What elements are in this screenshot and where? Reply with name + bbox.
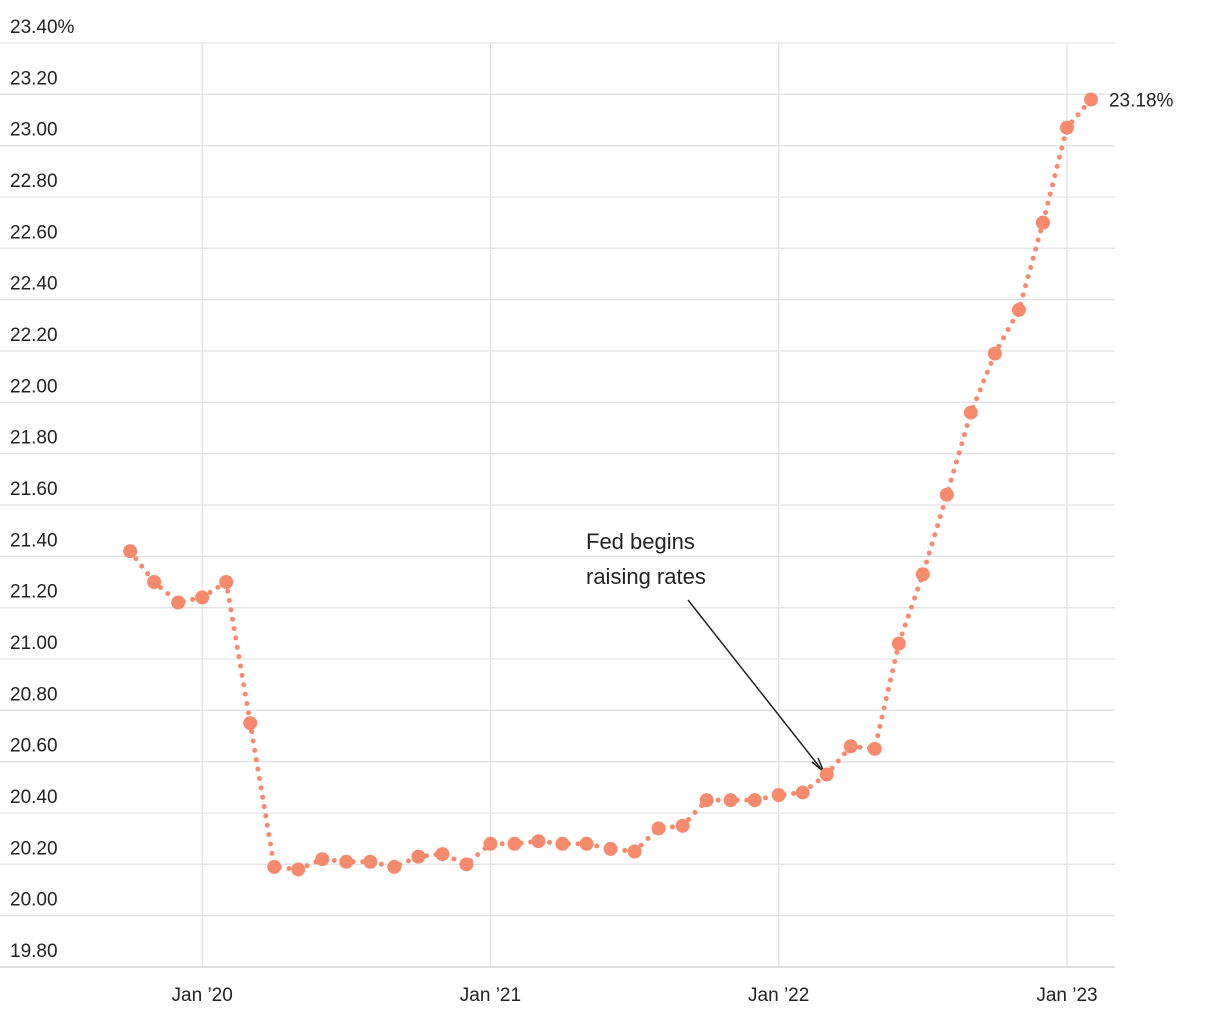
data-point bbox=[699, 793, 714, 808]
data-point bbox=[675, 818, 690, 833]
data-point bbox=[771, 788, 786, 803]
data-point bbox=[147, 575, 162, 589]
y-tick-label: 22.20 bbox=[10, 325, 58, 346]
data-point bbox=[171, 595, 186, 610]
data-point bbox=[1083, 92, 1098, 107]
y-tick-label: 23.00 bbox=[10, 120, 58, 141]
data-point bbox=[363, 854, 378, 869]
data-point bbox=[627, 844, 642, 859]
y-tick-label: 20.60 bbox=[10, 736, 58, 757]
y-tick-label: 23.20 bbox=[10, 68, 58, 89]
data-point bbox=[483, 836, 498, 851]
annotation: Fed begins bbox=[586, 529, 695, 554]
data-point bbox=[1035, 215, 1050, 230]
data-point bbox=[531, 834, 546, 849]
data-point bbox=[555, 836, 570, 851]
data-point bbox=[843, 739, 858, 754]
data-point bbox=[435, 847, 450, 862]
data-point bbox=[387, 859, 402, 874]
y-tick-label: 21.80 bbox=[10, 428, 58, 449]
y-tick-label: 21.60 bbox=[10, 479, 58, 500]
data-point bbox=[291, 862, 306, 877]
data-point bbox=[339, 854, 354, 869]
data-point bbox=[987, 346, 1002, 361]
data-point bbox=[915, 567, 930, 582]
y-tick-label: 22.80 bbox=[10, 171, 58, 192]
y-tick-label: 21.20 bbox=[10, 582, 58, 603]
annotation-arrow bbox=[687, 599, 823, 771]
data-point bbox=[123, 544, 138, 559]
data-point bbox=[963, 405, 978, 420]
data-point bbox=[267, 859, 282, 874]
y-tick-label: 20.40 bbox=[10, 787, 58, 808]
data-point bbox=[1059, 120, 1074, 135]
y-tick-label: 21.00 bbox=[10, 633, 58, 654]
x-tick-label: Jan ’20 bbox=[172, 985, 233, 1006]
y-tick-label: 20.00 bbox=[10, 890, 58, 911]
data-point bbox=[411, 849, 426, 864]
y-tick-label: 22.00 bbox=[10, 376, 58, 397]
annotation: raising rates bbox=[586, 564, 706, 589]
y-tick-label: 21.40 bbox=[10, 530, 58, 551]
data-point bbox=[243, 716, 258, 731]
x-tick-label: Jan ’21 bbox=[460, 985, 521, 1006]
data-point bbox=[939, 487, 954, 502]
data-point bbox=[1011, 302, 1026, 317]
data-point bbox=[723, 793, 738, 808]
x-tick-label: Jan ’23 bbox=[1036, 985, 1097, 1006]
x-tick-label: Jan ’22 bbox=[748, 985, 809, 1006]
data-line bbox=[127, 96, 1094, 873]
data-point bbox=[459, 857, 474, 872]
data-point bbox=[819, 767, 834, 782]
data-point bbox=[603, 841, 618, 856]
data-point bbox=[795, 785, 810, 800]
data-point bbox=[651, 821, 666, 836]
data-point bbox=[891, 636, 906, 651]
data-point bbox=[579, 836, 594, 851]
data-point bbox=[867, 741, 882, 756]
y-tick-label: 22.40 bbox=[10, 274, 58, 295]
data-point bbox=[219, 575, 234, 589]
data-point bbox=[507, 836, 522, 851]
data-point bbox=[195, 590, 210, 605]
y-tick-label: 19.80 bbox=[10, 941, 58, 962]
y-tick-label: 22.60 bbox=[10, 222, 58, 243]
end-label: 23.18% bbox=[1109, 90, 1174, 111]
y-tick-label: 20.80 bbox=[10, 684, 58, 705]
y-tick-label: 23.40% bbox=[10, 17, 75, 38]
y-tick-label: 20.20 bbox=[10, 838, 58, 859]
data-point bbox=[747, 793, 762, 808]
data-point bbox=[315, 852, 330, 867]
